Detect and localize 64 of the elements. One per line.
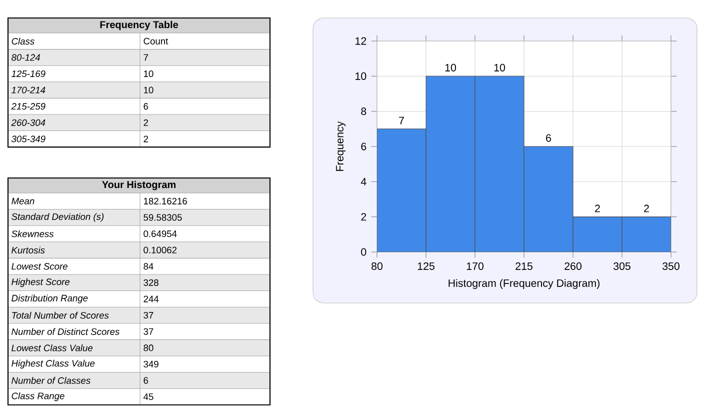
y-tick-label: 0 [361, 248, 366, 256]
text: 0.64954 [144, 230, 177, 238]
text: Mean [12, 198, 34, 204]
text: 0.10062 [144, 246, 177, 254]
data-label: 2 [644, 204, 649, 212]
x-tick-label: 125 [418, 262, 434, 270]
text: 305-349 [11, 136, 46, 142]
text: Number of Distinct Scores [12, 328, 120, 335]
y-tick-label: 10 [356, 72, 366, 80]
text: 349 [144, 360, 158, 368]
text: 244 [144, 296, 159, 302]
text: 45 [143, 393, 154, 400]
x-tick-label: 260 [564, 262, 582, 270]
data-label: 10 [445, 64, 456, 72]
text: 37 [144, 328, 154, 335]
data-label: 10 [494, 64, 506, 72]
data-label: 2 [595, 204, 600, 212]
x-tick-label: 170 [466, 262, 484, 270]
y-axis-title: Frequency [336, 121, 346, 171]
y-tick-label: 2 [361, 213, 366, 221]
text: 215-259 [11, 103, 46, 110]
text: 2 [144, 136, 148, 142]
text: Lowest Score [12, 263, 68, 270]
text: Number of Classes [12, 377, 90, 384]
text: 10 [144, 70, 154, 78]
text: 2 [144, 119, 148, 126]
x-tick-label: 80 [372, 262, 383, 270]
text: Kurtosis [12, 246, 45, 254]
text: Class [12, 38, 34, 45]
y-tick-label: 6 [361, 142, 366, 150]
y-tick-label: 4 [360, 178, 366, 186]
text: Skewness [12, 230, 54, 238]
text: 37 [144, 312, 154, 319]
text: 10 [144, 86, 154, 94]
y-tick-label: 12 [356, 37, 366, 45]
text: 260-304 [11, 119, 46, 126]
text: 80-124 [12, 54, 40, 61]
text: 84 [144, 263, 154, 270]
text: 80 [144, 344, 154, 352]
text: Standard Deviation (s) [12, 213, 104, 222]
text: Frequency Table [100, 20, 178, 30]
x-tick-label: 350 [662, 262, 680, 270]
text: Distribution Range [12, 294, 88, 304]
data-label: 6 [546, 134, 551, 142]
y-tick-label: 8 [361, 108, 366, 116]
text: 59.58305 [144, 214, 182, 221]
text: Class Range [12, 392, 64, 402]
data-label: 7 [399, 116, 404, 124]
x-tick-label: 305 [613, 262, 630, 270]
text: Highest Score [12, 278, 70, 287]
text: Lowest Class Value [12, 344, 93, 352]
text: Highest Class Value [12, 360, 95, 368]
text: Your Histogram [102, 180, 176, 190]
x-tick-label: 215 [516, 262, 532, 270]
x-axis-title: Histogram (Frequency Diagram) [448, 279, 600, 290]
text: 6 [144, 103, 148, 110]
text: Count [144, 38, 168, 44]
text: 182.16216 [144, 198, 187, 204]
text: 328 [144, 279, 158, 286]
text: 6 [144, 377, 148, 384]
text: 125-169 [12, 70, 46, 78]
text: 7 [144, 54, 148, 61]
text: Total Number of Scores [12, 312, 109, 319]
text: 170-214 [12, 86, 46, 94]
